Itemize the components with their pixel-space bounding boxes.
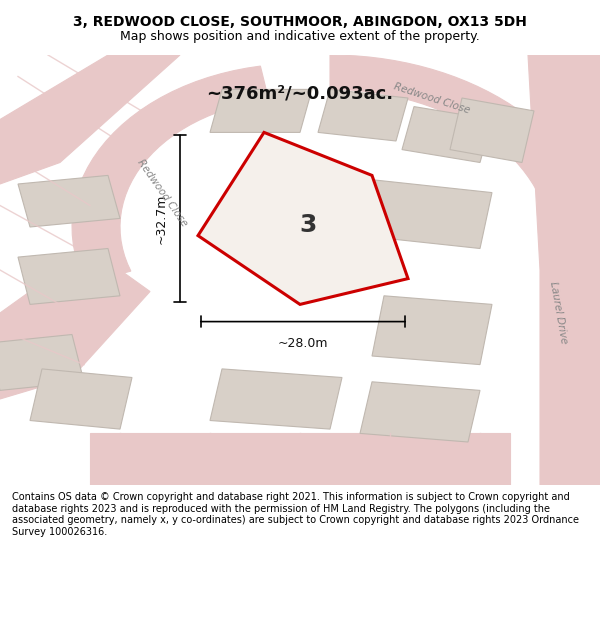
Polygon shape: [402, 107, 492, 162]
Polygon shape: [18, 249, 120, 304]
Polygon shape: [528, 55, 600, 485]
Polygon shape: [450, 98, 534, 162]
Polygon shape: [0, 334, 84, 391]
Text: ~32.7m: ~32.7m: [155, 193, 168, 244]
Text: ~376m²/~0.093ac.: ~376m²/~0.093ac.: [206, 85, 394, 102]
Text: 3, REDWOOD CLOSE, SOUTHMOOR, ABINGDON, OX13 5DH: 3, REDWOOD CLOSE, SOUTHMOOR, ABINGDON, O…: [73, 16, 527, 29]
Polygon shape: [210, 369, 342, 429]
Text: ~28.0m: ~28.0m: [278, 337, 328, 349]
Text: Laurel Drive: Laurel Drive: [548, 281, 568, 345]
Polygon shape: [18, 176, 120, 227]
Polygon shape: [210, 89, 312, 132]
Text: 3: 3: [300, 213, 317, 238]
Polygon shape: [72, 66, 269, 283]
Polygon shape: [318, 89, 408, 141]
Polygon shape: [0, 249, 150, 399]
Text: Redwood Close: Redwood Close: [392, 81, 472, 115]
Polygon shape: [330, 55, 596, 221]
Text: Redwood Close: Redwood Close: [135, 157, 189, 228]
Text: Map shows position and indicative extent of the property.: Map shows position and indicative extent…: [120, 30, 480, 43]
Polygon shape: [0, 55, 180, 184]
Polygon shape: [198, 132, 408, 304]
Polygon shape: [30, 369, 132, 429]
Polygon shape: [372, 296, 492, 364]
Polygon shape: [360, 180, 492, 249]
Text: Contains OS data © Crown copyright and database right 2021. This information is : Contains OS data © Crown copyright and d…: [12, 492, 579, 537]
Polygon shape: [90, 433, 510, 485]
Polygon shape: [360, 382, 480, 442]
